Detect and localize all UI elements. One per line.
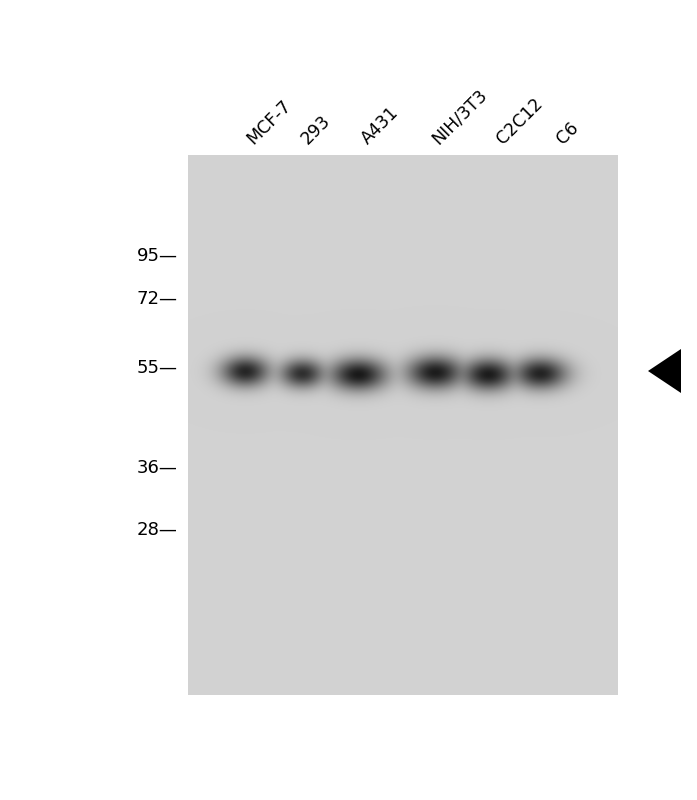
Text: 293: 293 <box>298 112 334 148</box>
Text: C2C12: C2C12 <box>493 94 546 148</box>
Text: A431: A431 <box>358 104 402 148</box>
Text: C6: C6 <box>553 119 582 148</box>
Text: NIH/3T3: NIH/3T3 <box>428 86 490 148</box>
Text: 72—: 72— <box>137 290 178 308</box>
Text: MCF-7: MCF-7 <box>243 97 294 148</box>
Text: 95—: 95— <box>137 247 178 265</box>
Polygon shape <box>648 349 681 393</box>
Text: 55—: 55— <box>137 359 178 377</box>
Text: 28—: 28— <box>137 521 178 539</box>
Text: 36—: 36— <box>137 459 178 477</box>
